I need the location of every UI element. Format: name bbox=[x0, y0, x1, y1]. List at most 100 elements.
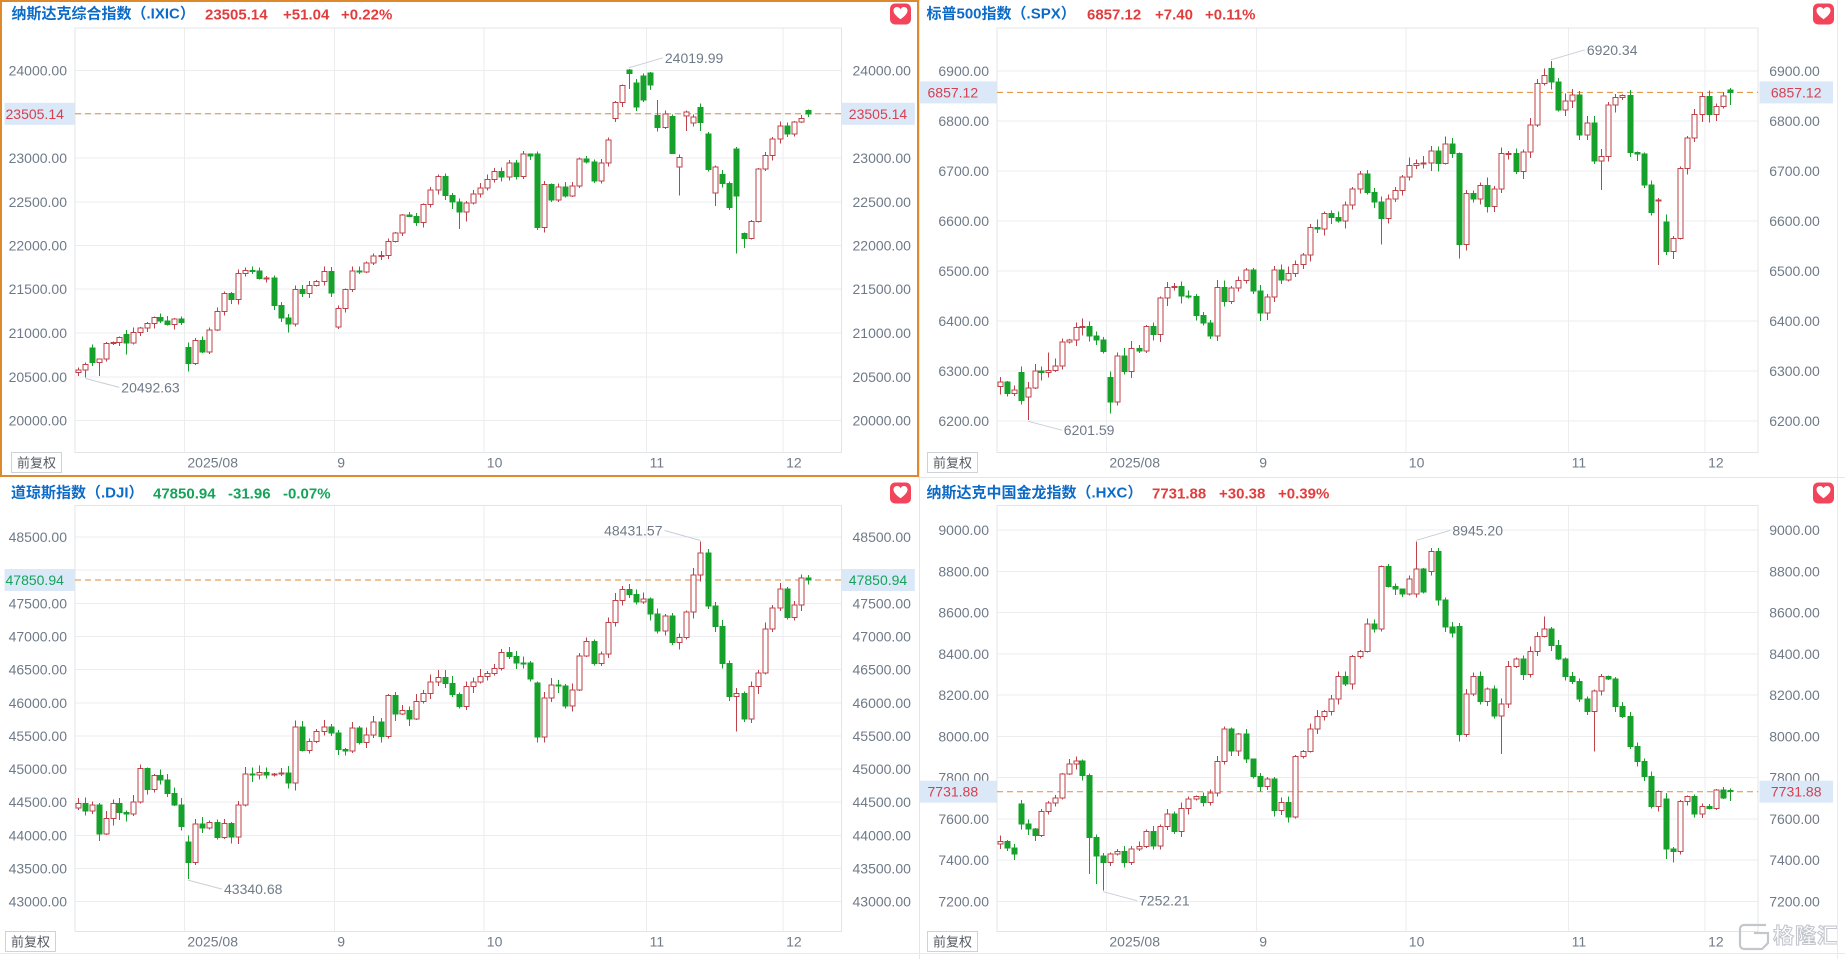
svg-text:23505.14: 23505.14 bbox=[205, 7, 268, 24]
svg-text:20000.00: 20000.00 bbox=[9, 413, 68, 429]
svg-text:46000.00: 46000.00 bbox=[853, 695, 912, 711]
svg-text:格隆汇: 格隆汇 bbox=[1773, 925, 1839, 948]
svg-text:9: 9 bbox=[1259, 455, 1267, 471]
svg-text:9000.00: 9000.00 bbox=[938, 522, 989, 538]
svg-text:+30.38: +30.38 bbox=[1219, 486, 1265, 503]
svg-text:6500.00: 6500.00 bbox=[1769, 263, 1820, 279]
svg-text:2025/08: 2025/08 bbox=[1109, 934, 1160, 950]
svg-text:11: 11 bbox=[1572, 934, 1587, 950]
svg-text:47000.00: 47000.00 bbox=[853, 628, 912, 644]
svg-text:6600.00: 6600.00 bbox=[938, 213, 989, 229]
svg-text:24000.00: 24000.00 bbox=[9, 63, 68, 79]
svg-text:标普500指数（.SPX）: 标普500指数（.SPX） bbox=[927, 5, 1076, 23]
svg-text:12: 12 bbox=[1708, 934, 1724, 950]
svg-text:24000.00: 24000.00 bbox=[853, 63, 912, 79]
svg-text:6600.00: 6600.00 bbox=[1769, 213, 1820, 229]
svg-text:6201.59: 6201.59 bbox=[1064, 422, 1115, 438]
svg-text:6700.00: 6700.00 bbox=[938, 163, 989, 179]
svg-text:47850.94: 47850.94 bbox=[153, 486, 216, 503]
svg-text:8945.20: 8945.20 bbox=[1452, 522, 1503, 538]
svg-text:6300.00: 6300.00 bbox=[938, 363, 989, 379]
svg-text:46500.00: 46500.00 bbox=[9, 662, 68, 678]
svg-text:43000.00: 43000.00 bbox=[9, 894, 68, 910]
svg-text:24019.99: 24019.99 bbox=[665, 50, 724, 66]
svg-text:43500.00: 43500.00 bbox=[9, 861, 68, 877]
svg-text:9: 9 bbox=[337, 455, 345, 471]
svg-text:21000.00: 21000.00 bbox=[9, 325, 68, 341]
svg-text:8600.00: 8600.00 bbox=[938, 605, 989, 621]
svg-text:48500.00: 48500.00 bbox=[853, 529, 912, 545]
svg-text:43000.00: 43000.00 bbox=[853, 894, 912, 910]
svg-text:7600.00: 7600.00 bbox=[938, 811, 989, 827]
svg-text:23505.14: 23505.14 bbox=[849, 106, 908, 122]
svg-text:+0.22%: +0.22% bbox=[341, 7, 392, 24]
svg-text:10: 10 bbox=[487, 455, 503, 471]
svg-text:6400.00: 6400.00 bbox=[1769, 313, 1820, 329]
svg-text:47000.00: 47000.00 bbox=[9, 628, 68, 644]
svg-text:48431.57: 48431.57 bbox=[604, 523, 663, 539]
svg-text:20500.00: 20500.00 bbox=[853, 369, 912, 385]
svg-text:6920.34: 6920.34 bbox=[1587, 42, 1638, 58]
svg-text:7252.21: 7252.21 bbox=[1139, 893, 1190, 909]
svg-text:23505.14: 23505.14 bbox=[6, 106, 65, 122]
svg-text:7731.88: 7731.88 bbox=[928, 784, 979, 800]
svg-text:11: 11 bbox=[650, 455, 665, 471]
svg-text:纳斯达克综合指数（.IXIC）: 纳斯达克综合指数（.IXIC） bbox=[12, 5, 195, 23]
svg-text:8400.00: 8400.00 bbox=[938, 646, 989, 662]
svg-text:纳斯达克中国金龙指数（.HXC）: 纳斯达克中国金龙指数（.HXC） bbox=[927, 484, 1143, 502]
svg-text:21000.00: 21000.00 bbox=[853, 325, 912, 341]
svg-text:10: 10 bbox=[487, 934, 503, 950]
svg-text:9000.00: 9000.00 bbox=[1769, 522, 1820, 538]
svg-text:22500.00: 22500.00 bbox=[853, 194, 912, 210]
svg-text:7400.00: 7400.00 bbox=[1769, 852, 1820, 868]
svg-text:6300.00: 6300.00 bbox=[1769, 363, 1820, 379]
svg-text:-31.96: -31.96 bbox=[228, 486, 271, 503]
svg-text:8800.00: 8800.00 bbox=[1769, 563, 1820, 579]
svg-text:47850.94: 47850.94 bbox=[6, 572, 65, 588]
svg-text:前复权: 前复权 bbox=[933, 935, 972, 950]
svg-text:21500.00: 21500.00 bbox=[853, 281, 912, 297]
svg-text:45500.00: 45500.00 bbox=[853, 728, 912, 744]
svg-text:45000.00: 45000.00 bbox=[853, 761, 912, 777]
svg-text:44500.00: 44500.00 bbox=[853, 794, 912, 810]
svg-text:6200.00: 6200.00 bbox=[1769, 413, 1820, 429]
svg-text:44000.00: 44000.00 bbox=[9, 827, 68, 843]
svg-text:44000.00: 44000.00 bbox=[853, 827, 912, 843]
svg-text:6900.00: 6900.00 bbox=[938, 63, 989, 79]
svg-text:7200.00: 7200.00 bbox=[1769, 894, 1820, 910]
svg-text:47850.94: 47850.94 bbox=[849, 572, 908, 588]
svg-text:43500.00: 43500.00 bbox=[853, 861, 912, 877]
svg-text:6900.00: 6900.00 bbox=[1769, 63, 1820, 79]
svg-text:21500.00: 21500.00 bbox=[9, 281, 68, 297]
svg-text:6500.00: 6500.00 bbox=[938, 263, 989, 279]
svg-text:43340.68: 43340.68 bbox=[224, 881, 283, 897]
svg-text:前复权: 前复权 bbox=[17, 456, 56, 471]
svg-text:8000.00: 8000.00 bbox=[938, 728, 989, 744]
svg-text:10: 10 bbox=[1409, 455, 1425, 471]
svg-text:8200.00: 8200.00 bbox=[938, 687, 989, 703]
svg-text:6400.00: 6400.00 bbox=[938, 313, 989, 329]
svg-text:22000.00: 22000.00 bbox=[853, 238, 912, 254]
svg-text:12: 12 bbox=[786, 934, 802, 950]
svg-text:7600.00: 7600.00 bbox=[1769, 811, 1820, 827]
svg-text:20000.00: 20000.00 bbox=[853, 413, 912, 429]
svg-text:47500.00: 47500.00 bbox=[853, 595, 912, 611]
svg-text:2025/08: 2025/08 bbox=[1109, 455, 1160, 471]
svg-text:6200.00: 6200.00 bbox=[938, 413, 989, 429]
svg-text:7200.00: 7200.00 bbox=[938, 894, 989, 910]
svg-text:7731.88: 7731.88 bbox=[1152, 486, 1206, 503]
svg-text:6700.00: 6700.00 bbox=[1769, 163, 1820, 179]
svg-text:-0.07%: -0.07% bbox=[283, 486, 331, 503]
svg-text:9: 9 bbox=[1259, 934, 1267, 950]
svg-text:45500.00: 45500.00 bbox=[9, 728, 68, 744]
svg-text:2025/08: 2025/08 bbox=[187, 934, 238, 950]
svg-text:12: 12 bbox=[786, 455, 802, 471]
svg-text:12: 12 bbox=[1708, 455, 1724, 471]
svg-text:9: 9 bbox=[337, 934, 345, 950]
svg-text:46000.00: 46000.00 bbox=[9, 695, 68, 711]
svg-text:23000.00: 23000.00 bbox=[9, 150, 68, 166]
svg-text:8200.00: 8200.00 bbox=[1769, 687, 1820, 703]
svg-text:20492.63: 20492.63 bbox=[121, 379, 180, 395]
svg-text:+7.40: +7.40 bbox=[1155, 7, 1193, 24]
svg-text:6857.12: 6857.12 bbox=[928, 84, 979, 100]
